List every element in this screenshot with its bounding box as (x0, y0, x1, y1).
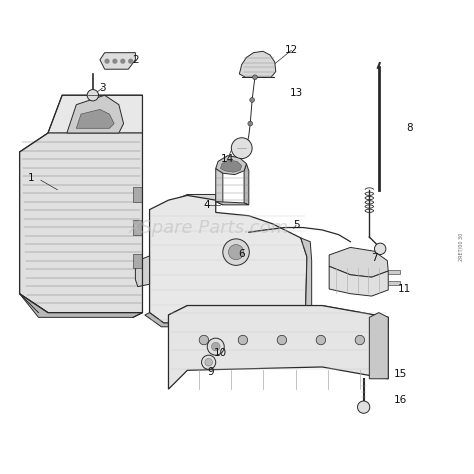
Polygon shape (216, 201, 249, 205)
Polygon shape (216, 156, 246, 174)
Text: 9: 9 (208, 367, 214, 377)
Circle shape (357, 401, 370, 413)
Text: 11: 11 (398, 284, 411, 294)
Circle shape (277, 335, 287, 345)
Circle shape (245, 140, 250, 145)
Polygon shape (216, 168, 223, 205)
Circle shape (199, 335, 209, 345)
Polygon shape (133, 133, 143, 318)
Polygon shape (220, 160, 242, 172)
Circle shape (253, 75, 257, 80)
Text: 13: 13 (290, 88, 303, 98)
Polygon shape (301, 238, 312, 315)
Polygon shape (388, 270, 400, 274)
Circle shape (121, 59, 125, 63)
Polygon shape (168, 194, 216, 211)
Polygon shape (133, 220, 143, 235)
Polygon shape (244, 164, 249, 205)
Circle shape (374, 243, 386, 255)
Text: 15: 15 (393, 369, 407, 379)
Text: 5: 5 (293, 220, 300, 230)
Circle shape (228, 245, 244, 260)
Text: XSpare Parts.com: XSpare Parts.com (128, 219, 289, 237)
Circle shape (105, 59, 109, 63)
Text: 2RET/00 30: 2RET/00 30 (459, 232, 464, 261)
Polygon shape (168, 306, 388, 389)
Polygon shape (133, 254, 143, 268)
Circle shape (250, 98, 255, 102)
Polygon shape (145, 313, 312, 327)
Polygon shape (369, 313, 388, 379)
Polygon shape (76, 109, 114, 128)
Text: 4: 4 (203, 200, 210, 210)
Circle shape (205, 358, 212, 366)
Text: 16: 16 (393, 395, 407, 405)
Text: 14: 14 (221, 154, 234, 164)
Text: 7: 7 (371, 253, 377, 263)
Circle shape (113, 59, 117, 63)
Circle shape (316, 335, 326, 345)
Circle shape (248, 121, 253, 126)
Polygon shape (136, 256, 150, 287)
Circle shape (355, 335, 365, 345)
Polygon shape (100, 53, 136, 69)
Text: 3: 3 (99, 83, 106, 93)
Text: 12: 12 (285, 46, 298, 55)
Polygon shape (150, 195, 307, 323)
Polygon shape (388, 282, 400, 285)
Polygon shape (329, 247, 388, 277)
Text: 6: 6 (238, 248, 245, 258)
Circle shape (207, 338, 224, 355)
Polygon shape (239, 51, 276, 77)
Polygon shape (168, 306, 388, 328)
Polygon shape (19, 294, 143, 318)
Circle shape (223, 239, 249, 265)
Circle shape (231, 138, 252, 158)
Circle shape (238, 335, 247, 345)
Circle shape (201, 355, 216, 369)
Polygon shape (48, 95, 143, 133)
Circle shape (87, 90, 99, 101)
Polygon shape (329, 266, 388, 296)
Text: 10: 10 (214, 348, 227, 358)
Circle shape (129, 59, 133, 63)
Polygon shape (67, 95, 124, 133)
Text: 8: 8 (406, 123, 413, 133)
Text: 2: 2 (132, 55, 139, 65)
Circle shape (211, 342, 220, 351)
Polygon shape (19, 133, 143, 313)
Text: 1: 1 (28, 173, 35, 183)
Polygon shape (133, 187, 143, 201)
